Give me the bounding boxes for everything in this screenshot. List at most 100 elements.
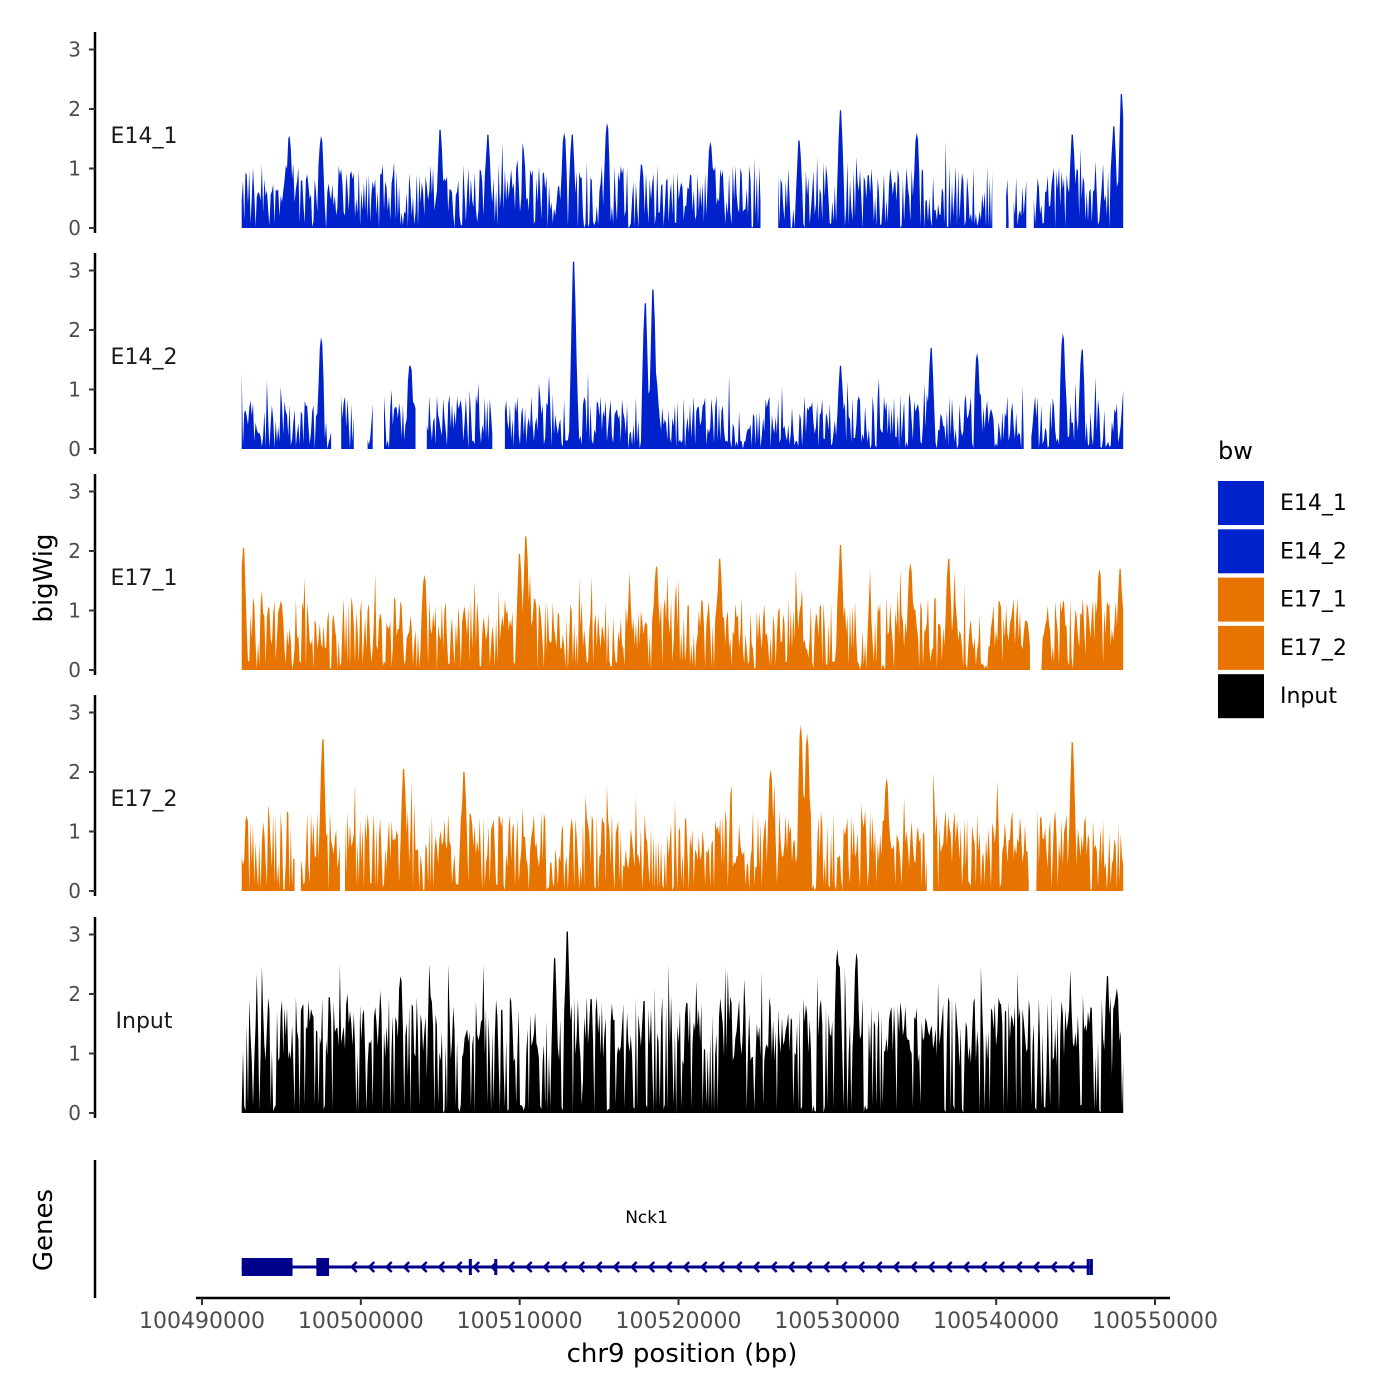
genes-axis-title: Genes [29, 1189, 59, 1271]
gene-strand-chevron [542, 1261, 551, 1273]
gene-strand-chevron [524, 1261, 533, 1273]
gene-strand-chevron [804, 1261, 813, 1273]
gene-strand-chevron [472, 1261, 481, 1273]
legend-label-E14_2: E14_2 [1280, 539, 1347, 564]
gene-name-label: Nck1 [625, 1208, 668, 1228]
y-tick-label-E14_1: 0 [68, 216, 81, 240]
gene-strand-chevron [839, 1261, 848, 1273]
coverage-area-E14_1 [241, 94, 1124, 228]
track-label-E17_1: E17_1 [111, 566, 178, 591]
legend-key-E17_2 [1218, 625, 1264, 670]
y-tick-label-E14_2: 0 [68, 437, 81, 461]
gene-exon [1089, 1259, 1093, 1275]
gene-strand-chevron [419, 1261, 428, 1273]
x-tick-label: 100510000 [457, 1309, 583, 1334]
track-label-E14_2: E14_2 [111, 345, 178, 370]
y-tick-label-Input: 3 [68, 923, 81, 947]
gene-strand-chevron [367, 1261, 376, 1273]
gene-strand-chevron [349, 1261, 358, 1273]
x-tick-label: 100500000 [298, 1309, 424, 1334]
gene-strand-chevron [454, 1261, 463, 1273]
track-label-E14_1: E14_1 [111, 124, 178, 149]
track-label-E17_2: E17_2 [111, 787, 178, 812]
gene-strand-chevron [1067, 1261, 1076, 1273]
gene-strand-chevron [944, 1261, 953, 1273]
y-tick-label-E14_2: 2 [68, 318, 81, 342]
y-tick-label-E14_1: 3 [68, 38, 81, 62]
gene-strand-chevron [437, 1261, 446, 1273]
track-E14_1: 0 1 2 3 E14_1 [68, 32, 1124, 240]
y-tick-label-E17_2: 3 [68, 701, 81, 725]
legend-title: bw [1218, 437, 1253, 465]
gene-strand-chevron [612, 1261, 621, 1273]
legend-key-E17_1 [1218, 577, 1264, 622]
y-tick-label-E17_1: 3 [68, 480, 81, 504]
coverage-area-E17_2 [241, 724, 1124, 891]
y-tick-label-E17_2: 1 [68, 820, 81, 844]
x-axis-title: chr9 position (bp) [567, 1339, 798, 1369]
y-tick-label-E14_2: 1 [68, 378, 81, 402]
gene-strand-chevron [384, 1261, 393, 1273]
gene-strand-chevron [874, 1261, 883, 1273]
y-tick-label-Input: 2 [68, 982, 81, 1006]
legend-label-E17_2: E17_2 [1280, 636, 1347, 661]
gene-strand-chevron [1032, 1261, 1041, 1273]
gene-strand-chevron [402, 1261, 411, 1273]
gene-strand-chevron [1049, 1261, 1058, 1273]
legend-key-Input [1218, 674, 1264, 719]
legend-label-E14_1: E14_1 [1280, 491, 1347, 516]
y-tick-label-E14_1: 2 [68, 97, 81, 121]
coverage-area-Input [241, 931, 1124, 1113]
gene-strand-chevron [962, 1261, 971, 1273]
gene-strand-chevron [752, 1261, 761, 1273]
y-tick-label-E17_1: 0 [68, 658, 81, 682]
y-tick-label-E14_2: 3 [68, 259, 81, 283]
y-tick-label-E17_1: 1 [68, 599, 81, 623]
x-tick-label: 100530000 [774, 1309, 900, 1334]
x-tick-label: 100490000 [139, 1309, 265, 1334]
y-tick-label-E14_1: 1 [68, 157, 81, 181]
gene-strand-chevron [822, 1261, 831, 1273]
gene-exon [468, 1259, 472, 1275]
gene-strand-chevron [647, 1261, 656, 1273]
gene-strand-chevron [559, 1261, 568, 1273]
legend-key-E14_1 [1218, 481, 1264, 525]
gene-strand-chevron [717, 1261, 726, 1273]
track-E17_2: 0 1 2 3 E17_2 [68, 695, 1124, 903]
gene-strand-chevron [787, 1261, 796, 1273]
gene-strand-chevron [997, 1261, 1006, 1273]
y-tick-label-Input: 1 [68, 1042, 81, 1066]
bigwig-tracks: 0 1 2 3 E14_1 0 1 2 3 E14_2 0 1 2 3 E17_1 0 1 2 3 E17_2 0 1 2 3… [68, 32, 1124, 1125]
y-axis-title: bigWig [29, 533, 59, 622]
gene-exon [1086, 1259, 1090, 1275]
x-axis: 100490000 100500000 100510000 100520000 1005… [139, 1296, 1218, 1334]
track-E14_2: 0 1 2 3 E14_2 [68, 253, 1124, 461]
y-tick-label-E17_2: 0 [68, 879, 81, 903]
gene-strand-chevron [927, 1261, 936, 1273]
gene-strand-chevron [507, 1261, 516, 1273]
y-tick-label-Input: 0 [68, 1101, 81, 1125]
y-tick-label-E17_2: 2 [68, 760, 81, 784]
gene-strand-chevron [979, 1261, 988, 1273]
coverage-area-E17_1 [241, 536, 1124, 670]
gene-strand-chevron [857, 1261, 866, 1273]
legend-label-Input: Input [1280, 684, 1337, 709]
track-E17_1: 0 1 2 3 E17_1 [68, 474, 1124, 682]
track-label-Input: Input [116, 1009, 173, 1034]
coverage-area-E14_2 [241, 261, 1124, 449]
track-Input: 0 1 2 3 Input [68, 917, 1124, 1125]
gene-strand-chevron [682, 1261, 691, 1273]
legend-label-E17_1: E17_1 [1280, 588, 1347, 613]
x-tick-label: 100550000 [1092, 1309, 1218, 1334]
gene-strand-chevron [909, 1261, 918, 1273]
y-tick-label-E17_1: 2 [68, 539, 81, 563]
gene-exon [494, 1259, 498, 1275]
legend-key-E14_2 [1218, 529, 1264, 574]
gene-strand-chevron [699, 1261, 708, 1273]
gene-strand-chevron [594, 1261, 603, 1273]
gene-strand-chevron [734, 1261, 743, 1273]
gene-strand-chevron [664, 1261, 673, 1273]
x-tick-label: 100540000 [933, 1309, 1059, 1334]
gene-strand-chevron [1014, 1261, 1023, 1273]
